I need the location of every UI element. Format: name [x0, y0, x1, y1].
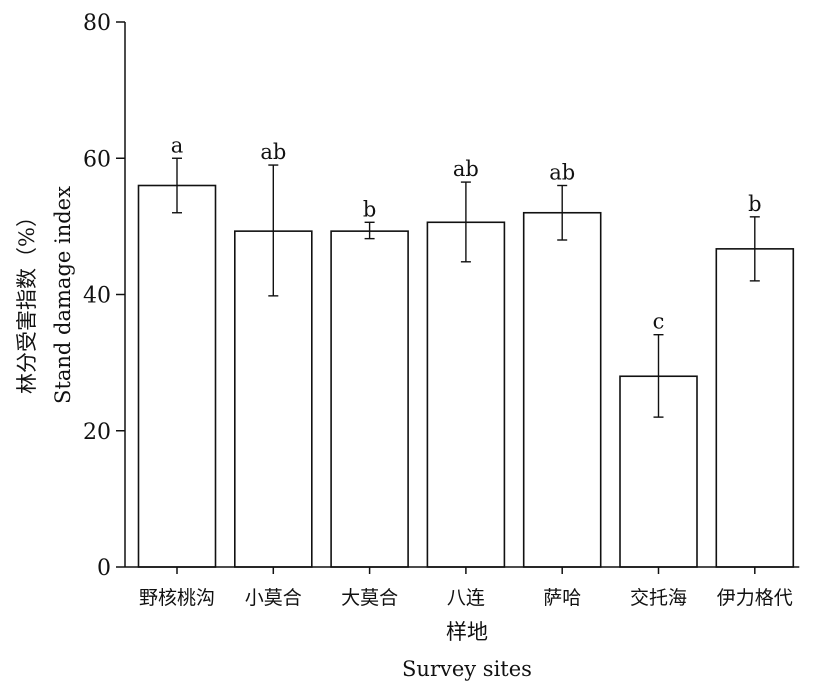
y-tick-label: 40	[83, 284, 111, 309]
x-axis-title-cn: 样地	[446, 620, 488, 644]
y-tick-label: 60	[83, 147, 111, 172]
significance-labels-group: a ab b ab ab c b	[171, 133, 762, 333]
x-axis: 野核桃沟 小莫合 大莫合 八连 萨哈 交托海 伊力格代	[125, 566, 800, 609]
y-axis-title-cn: 林分受害指数（%）	[15, 206, 39, 394]
significance-label: b	[748, 192, 761, 216]
x-axis-title-en: Survey sites	[402, 657, 532, 681]
error-bars-group	[172, 157, 760, 418]
bar	[522, 211, 602, 568]
significance-label: c	[653, 310, 665, 334]
x-tick-label: 萨哈	[543, 587, 581, 609]
x-tick-label: 八连	[447, 587, 485, 609]
significance-label: b	[363, 197, 376, 221]
significance-label: ab	[549, 161, 575, 185]
bar	[330, 230, 409, 568]
bar	[426, 221, 506, 568]
y-axis-title-en: Stand damage index	[51, 186, 75, 404]
bar	[715, 248, 795, 568]
significance-label: ab	[453, 157, 479, 181]
bar	[137, 184, 217, 568]
axis-titles: 林分受害指数（%） Stand damage index 样地 Survey s…	[15, 186, 532, 681]
x-tick-label: 野核桃沟	[139, 587, 215, 609]
x-tick-label: 小莫合	[245, 587, 302, 609]
y-axis: 0 20 40 60 80	[83, 11, 126, 581]
x-tick-label: 交托海	[630, 587, 687, 609]
significance-label: a	[171, 133, 184, 157]
x-tick-label: 大莫合	[341, 587, 398, 609]
y-tick-label: 0	[97, 556, 111, 581]
y-tick-label: 80	[83, 11, 111, 36]
significance-label: ab	[260, 140, 286, 164]
x-tick-label: 伊力格代	[717, 587, 793, 609]
y-tick-label: 20	[83, 420, 111, 445]
